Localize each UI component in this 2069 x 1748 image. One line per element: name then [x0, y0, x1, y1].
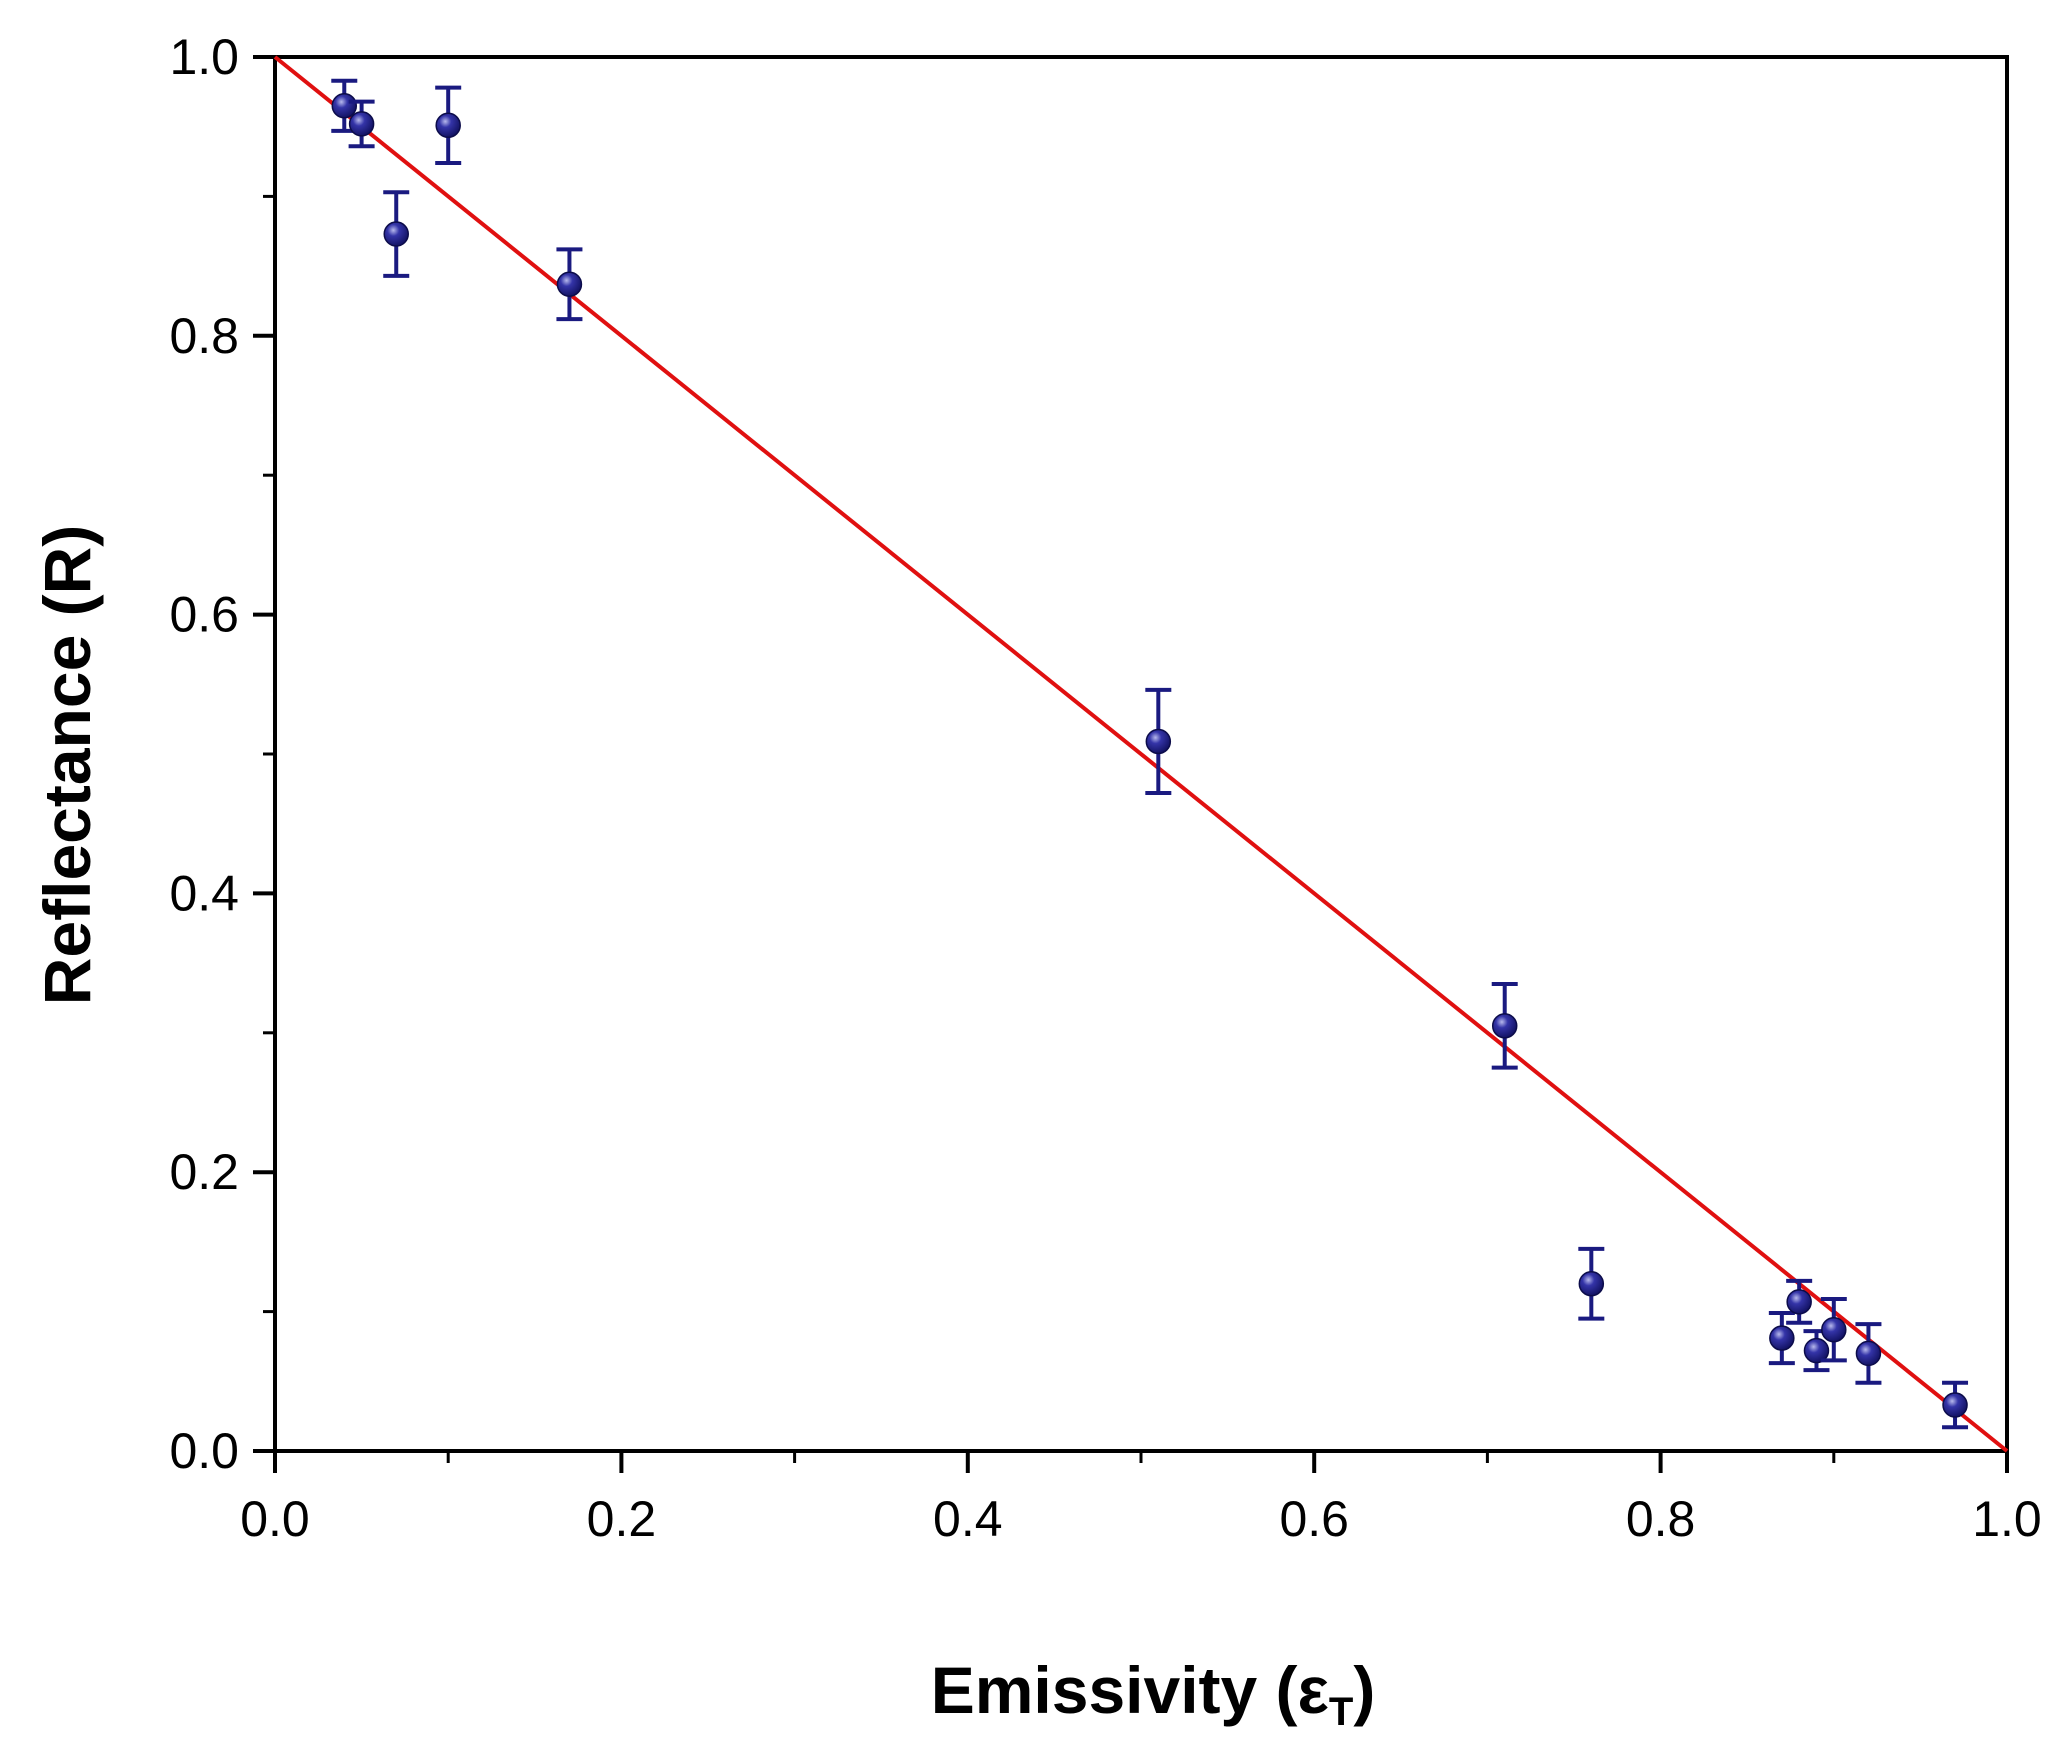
x-tick-label: 1.0 [1972, 1491, 2042, 1547]
data-point [1786, 1278, 1813, 1325]
x-tick-label: 0.6 [1279, 1491, 1349, 1547]
data-marker [383, 221, 409, 247]
x-tick-label: 0.8 [1626, 1491, 1696, 1547]
data-marker [1942, 1392, 1968, 1418]
fit-line [273, 55, 2009, 1453]
data-marker [1491, 1013, 1518, 1039]
data-marker [331, 93, 358, 119]
data-marker [556, 271, 583, 297]
data-point [1768, 1310, 1795, 1366]
data-marker [1145, 728, 1172, 755]
x-axis-title: Emissivity (εT) [931, 1653, 1376, 1734]
y-tick-label: 0.6 [169, 587, 239, 643]
data-marker [1578, 1270, 1605, 1297]
minor-ticks [263, 194, 1836, 1463]
y-tick-label: 0.2 [169, 1144, 239, 1200]
data-marker [348, 111, 375, 137]
x-tick-labels: 0.0 0.2 0.4 0.6 0.8 1.0 [240, 1491, 2042, 1547]
x-tick-label: 0.4 [933, 1491, 1003, 1547]
data-point [1491, 982, 1518, 1070]
data-point [1855, 1322, 1882, 1385]
major-ticks [253, 55, 2009, 1473]
data-point [1578, 1246, 1605, 1321]
y-tick-label: 0.0 [169, 1423, 239, 1479]
x-axis-title-close: ) [1353, 1653, 1375, 1727]
y-tick-labels: 0.0 0.2 0.4 0.6 0.8 1.0 [169, 29, 239, 1479]
data-point [1803, 1329, 1830, 1373]
data-marker [1821, 1316, 1847, 1343]
data-points [331, 78, 1969, 1430]
data-point [435, 85, 462, 165]
data-marker [1803, 1337, 1830, 1364]
data-marker [1855, 1340, 1882, 1367]
data-marker [435, 112, 461, 139]
data-point [556, 247, 583, 322]
data-point [1145, 687, 1172, 796]
y-tick-label: 0.4 [169, 865, 239, 921]
data-point [1942, 1380, 1969, 1430]
y-tick-label: 1.0 [169, 29, 239, 85]
data-marker [1786, 1289, 1812, 1315]
data-point [1820, 1297, 1847, 1363]
x-axis-title-subscript: T [1329, 1690, 1353, 1734]
y-tick-label: 0.8 [169, 308, 239, 364]
x-tick-label: 0.2 [587, 1491, 657, 1547]
x-axis-title-main: Emissivity (ε [931, 1653, 1329, 1727]
data-point [383, 190, 410, 278]
fit-line-group [273, 55, 2009, 1453]
data-marker [1769, 1325, 1795, 1351]
x-tick-label: 0.0 [240, 1491, 310, 1547]
data-point [348, 99, 375, 149]
y-axis-title: Reflectance (R) [30, 525, 104, 1005]
